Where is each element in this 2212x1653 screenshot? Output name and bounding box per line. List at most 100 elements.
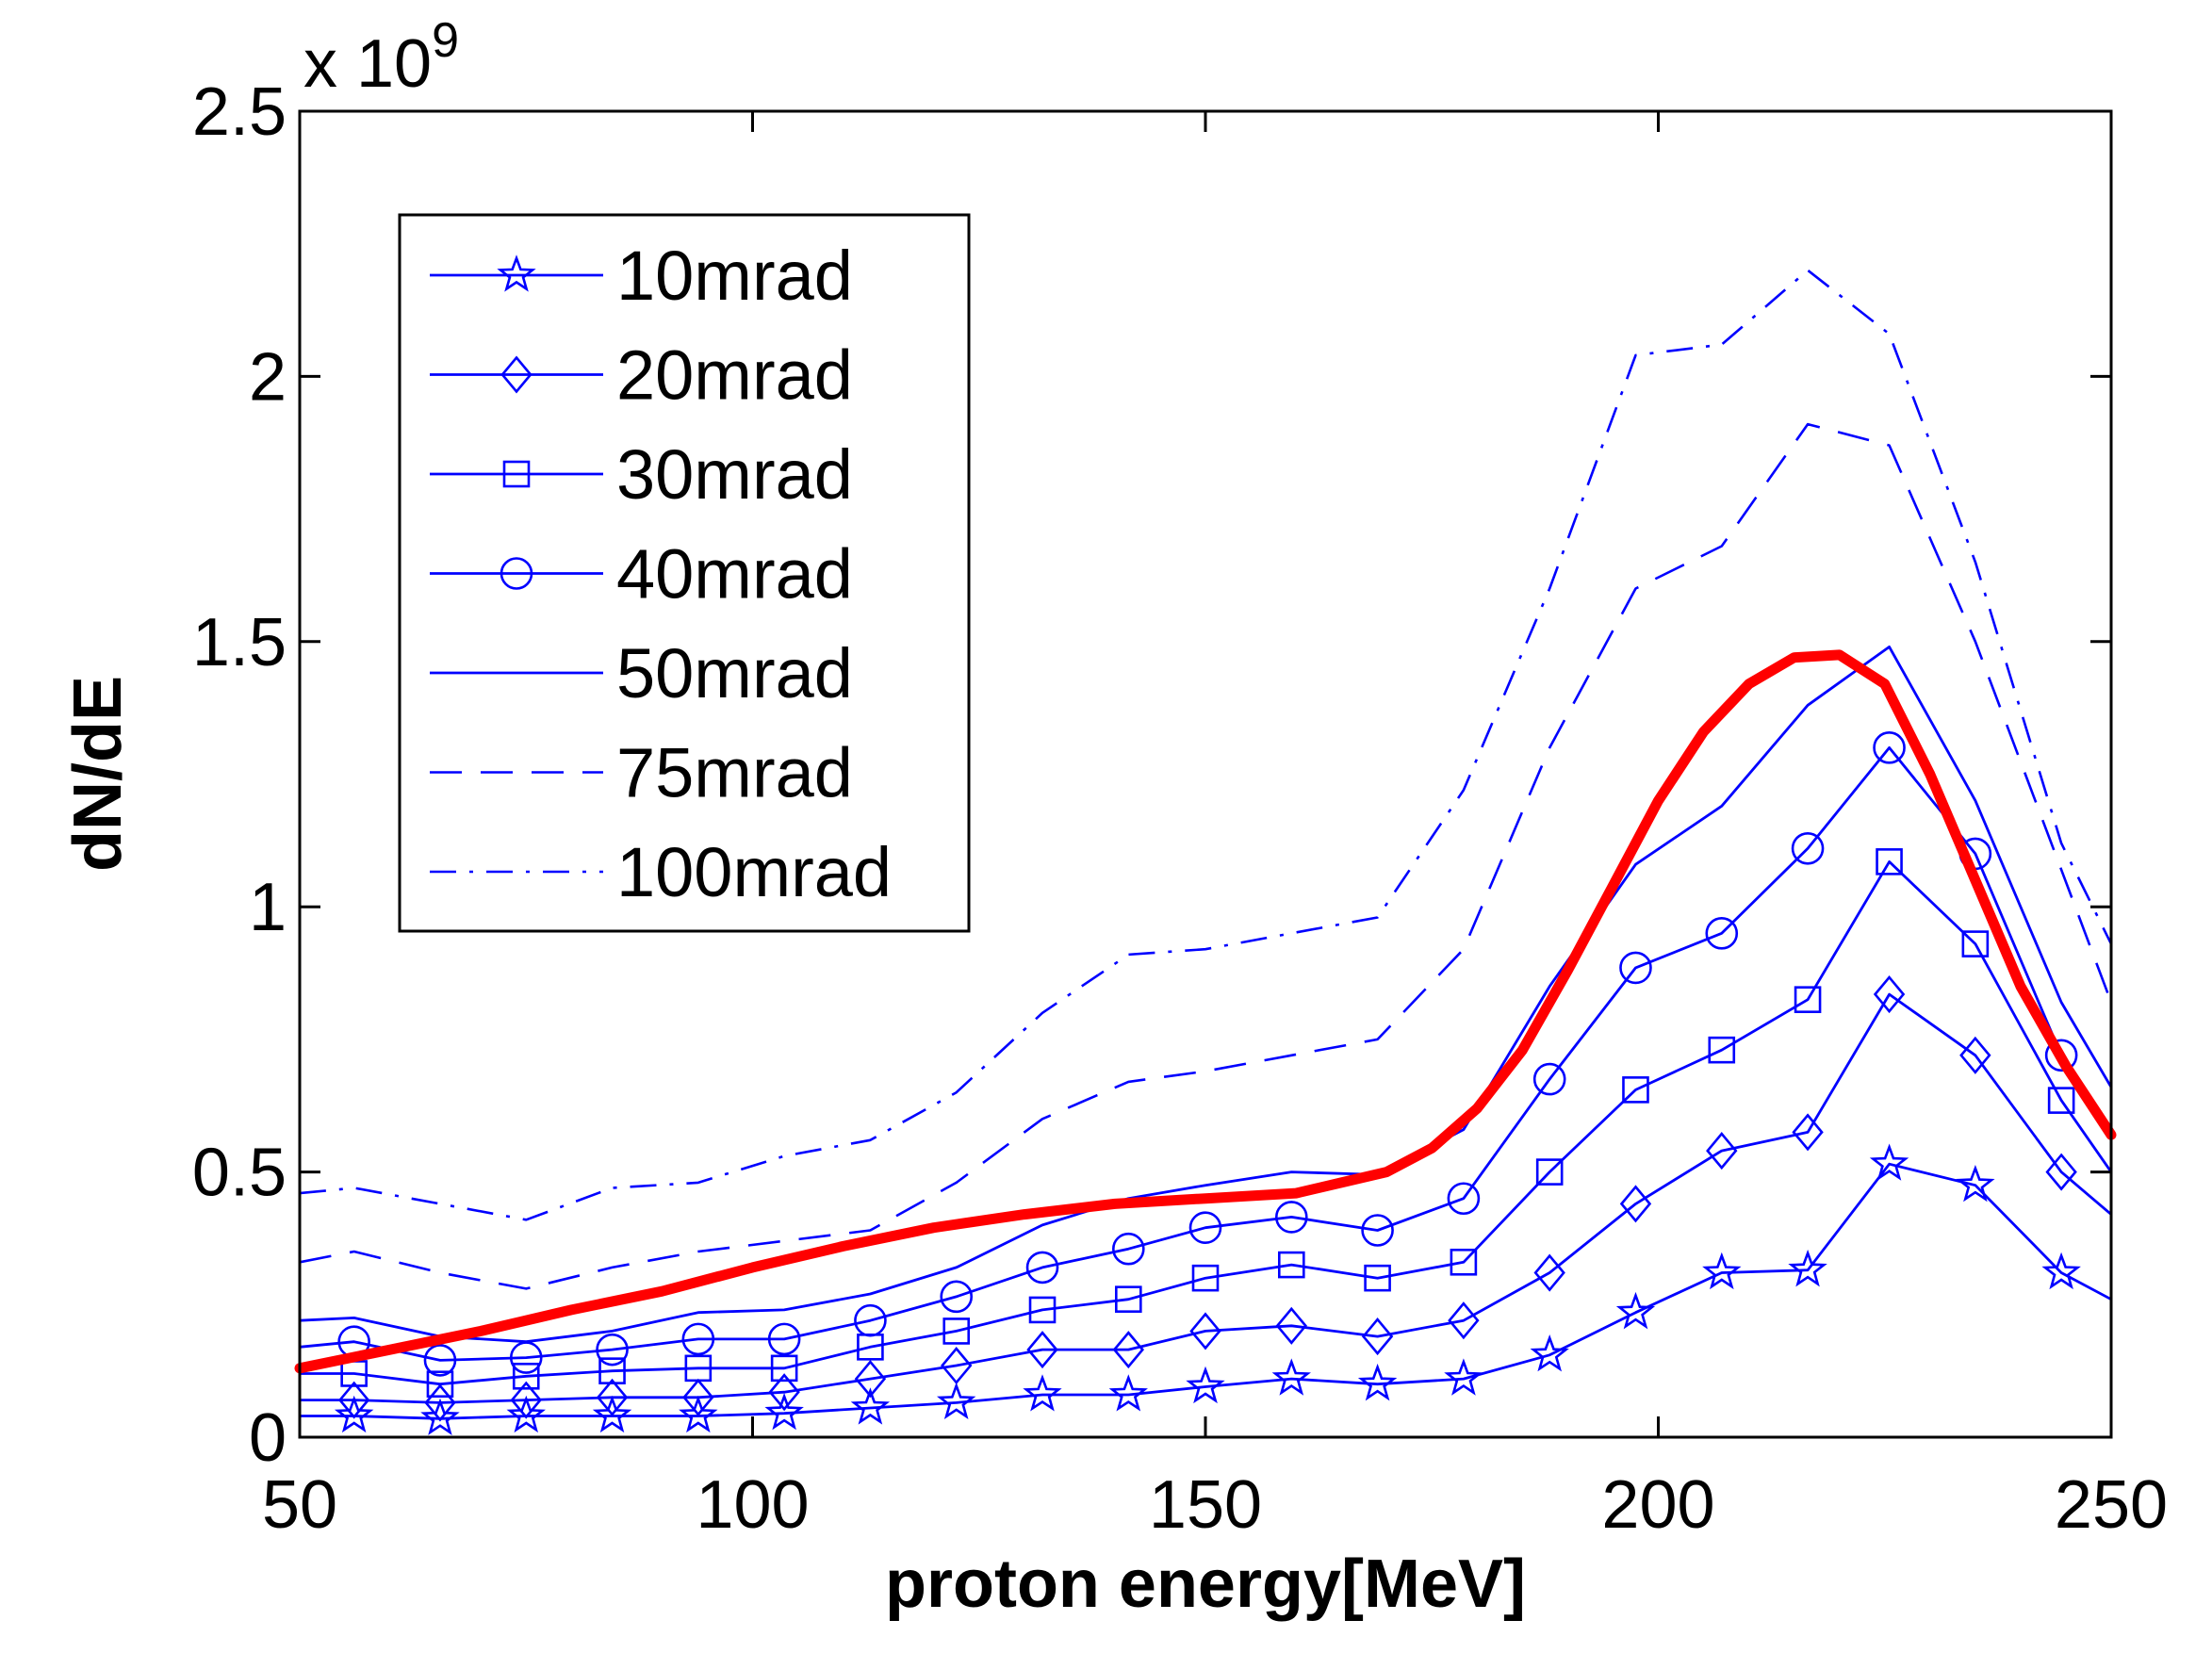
data-point-40mrad-12 [1274, 1201, 1308, 1234]
series-line-50mrad [299, 646, 2113, 1344]
data-point-30mrad-6 [770, 1354, 798, 1383]
data-point-10mrad-3 [506, 1395, 546, 1433]
data-point-30mrad-14 [1450, 1248, 1478, 1276]
y-tick-label: 2.5 [192, 74, 287, 150]
data-point-30mrad-15 [1535, 1158, 1564, 1186]
data-point-20mrad-18 [1792, 1113, 1824, 1152]
data-point-10mrad-13 [1357, 1363, 1398, 1401]
data-point-10mrad-9 [1023, 1374, 1062, 1412]
data-point-40mrad-18 [1791, 831, 1825, 865]
data-point-30mrad-17 [1708, 1036, 1736, 1064]
data-point-40mrad-17 [1705, 917, 1739, 950]
data-point-30mrad-11 [1191, 1264, 1220, 1292]
data-point-20mrad-11 [1189, 1312, 1221, 1350]
data-point-30mrad-18 [1794, 986, 1822, 1013]
data-point-20mrad-6 [768, 1373, 800, 1412]
data-point-40mrad-15 [1532, 1062, 1566, 1096]
data-point-20mrad-21 [2045, 1153, 2077, 1191]
data-point-20mrad-4 [596, 1378, 629, 1416]
data-point-20mrad-14 [1448, 1301, 1480, 1340]
data-point-20mrad-16 [1619, 1185, 1652, 1223]
data-point-40mrad-21 [2044, 1039, 2078, 1072]
data-point-10mrad-16 [1615, 1291, 1656, 1330]
data-point-30mrad-5 [684, 1354, 713, 1383]
data-point-10mrad-1 [334, 1395, 374, 1433]
data-point-40mrad-6 [767, 1322, 801, 1356]
legend: 10mrad 20mrad 30mrad 40mrad 50mrad 75mrad 100m… [398, 213, 971, 933]
x-tick-label: 100 [696, 1467, 809, 1543]
data-point-30mrad-9 [1028, 1296, 1057, 1324]
data-point-30mrad-8 [942, 1317, 971, 1345]
y-multiplier: x 109 [303, 13, 459, 102]
data-point-20mrad-19 [1873, 975, 1906, 1014]
legend-marker-40mrad [500, 557, 533, 590]
data-point-40mrad-5 [681, 1322, 715, 1356]
data-point-10mrad-11 [1186, 1366, 1225, 1404]
legend-label-30mrad: 30mrad [616, 435, 853, 514]
data-point-40mrad-14 [1447, 1182, 1481, 1216]
data-point-10mrad-10 [1108, 1374, 1148, 1412]
data-point-20mrad-7 [854, 1360, 887, 1399]
data-point-30mrad-21 [2047, 1087, 2075, 1114]
data-point-30mrad-16 [1622, 1076, 1649, 1104]
data-point-20mrad-12 [1275, 1306, 1307, 1345]
data-point-20mrad-20 [1959, 1036, 1991, 1074]
data-point-10mrad-14 [1444, 1358, 1483, 1396]
data-point-10mrad-20 [1956, 1164, 1995, 1203]
data-point-40mrad-16 [1619, 951, 1652, 985]
data-point-30mrad-3 [512, 1362, 540, 1390]
x-tick-label: 150 [1149, 1467, 1262, 1543]
x-axis-label: proton energy[MeV] [885, 1547, 1526, 1622]
data-point-30mrad-2 [426, 1370, 454, 1399]
data-point-30mrad-13 [1364, 1264, 1391, 1292]
data-point-20mrad-9 [1026, 1331, 1058, 1369]
y-tick-label: 1 [249, 870, 287, 945]
data-point-40mrad-9 [1025, 1251, 1059, 1285]
data-point-40mrad-7 [854, 1303, 887, 1337]
x-tick-label: 50 [262, 1467, 337, 1543]
y-multiplier-base: x 10 [303, 26, 432, 102]
axis-ticks: 50 100 150 200 250 0 0.5 1 1.5 2 2.5 [192, 74, 2168, 1543]
series-line-40mrad [299, 746, 2113, 1362]
highlight-curve [294, 649, 2117, 1374]
x-tick-label: 200 [1601, 1467, 1714, 1543]
data-point-20mrad-17 [1706, 1132, 1738, 1170]
data-point-40mrad-10 [1112, 1232, 1145, 1266]
data-point-40mrad-4 [596, 1333, 629, 1367]
data-point-40mrad-11 [1188, 1211, 1222, 1244]
legend-label-75mrad: 75mrad [616, 734, 853, 812]
data-point-30mrad-4 [598, 1357, 626, 1384]
data-point-10mrad-21 [2041, 1252, 2081, 1290]
data-point-10mrad-19 [1869, 1143, 1909, 1181]
series-line-10mrad [300, 1162, 2112, 1420]
plot-area [294, 269, 2117, 1435]
data-point-40mrad-19 [1873, 731, 1906, 764]
data-point-30mrad-10 [1115, 1285, 1142, 1313]
data-point-30mrad-12 [1277, 1251, 1305, 1279]
series-line-20mrad [300, 992, 2112, 1404]
data-point-10mrad-15 [1530, 1334, 1569, 1372]
data-point-20mrad-3 [510, 1381, 542, 1419]
legend-label-100mrad: 100mrad [616, 833, 892, 911]
legend-marker-20mrad [500, 355, 533, 394]
legend-label-20mrad: 20mrad [616, 336, 853, 415]
data-point-40mrad-8 [940, 1280, 974, 1314]
data-point-40mrad-13 [1361, 1214, 1394, 1247]
data-point-20mrad-13 [1361, 1317, 1394, 1356]
series-line-30mrad [300, 860, 2113, 1386]
data-point-10mrad-17 [1702, 1252, 1742, 1290]
data-point-20mrad-10 [1112, 1331, 1145, 1369]
y-axis-label: dN/dE [60, 676, 136, 872]
legend-label-50mrad: 50mrad [616, 634, 853, 712]
data-point-10mrad-18 [1788, 1249, 1827, 1287]
legend-marker-10mrad [497, 254, 536, 292]
data-point-10mrad-2 [420, 1398, 460, 1435]
legend-marker-30mrad [502, 460, 531, 488]
y-tick-label: 0.5 [192, 1136, 287, 1211]
y-multiplier-exponent: 9 [432, 13, 459, 68]
data-point-30mrad-19 [1876, 848, 1903, 876]
data-point-10mrad-7 [850, 1387, 891, 1425]
data-point-10mrad-8 [936, 1382, 976, 1420]
series-line-100mrad [299, 269, 2113, 1221]
